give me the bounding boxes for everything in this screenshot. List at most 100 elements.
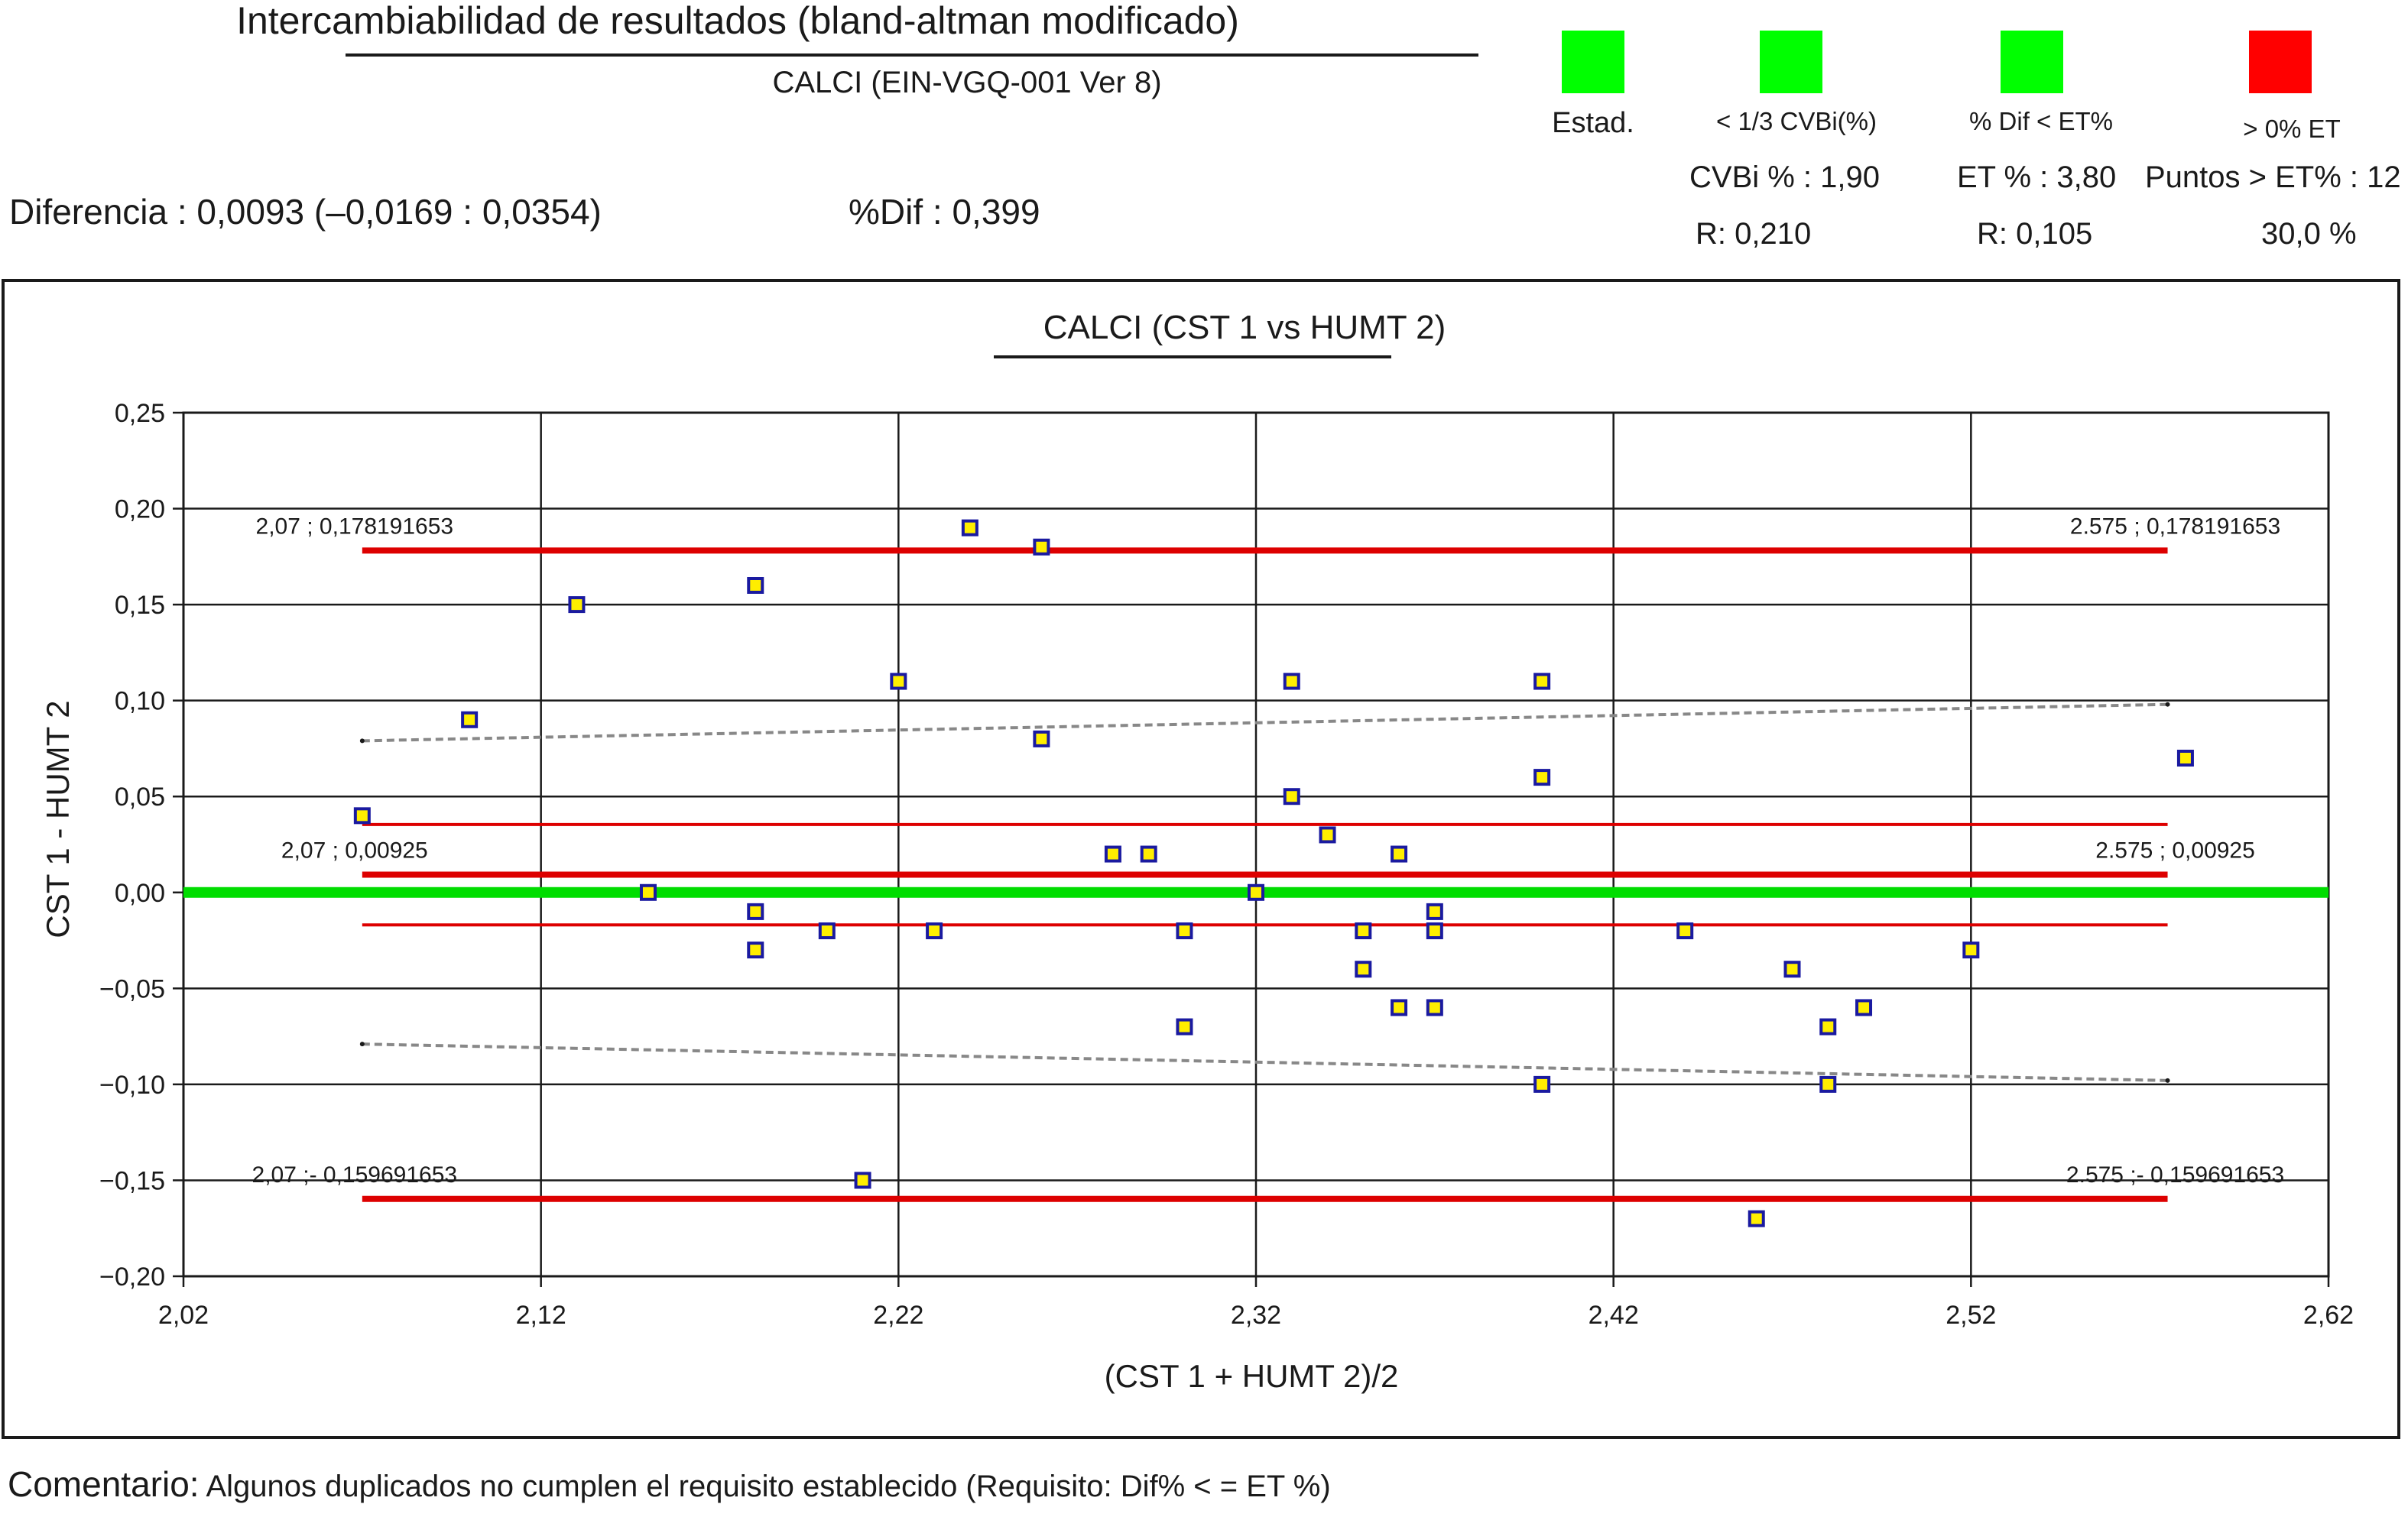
comment: Comentario: Algunos duplicados no cumple…: [8, 1464, 1331, 1505]
data-point: [1355, 961, 1372, 978]
data-point: [1283, 788, 1300, 806]
data-point: [1248, 883, 1264, 901]
indicator-estad-label: Estad.: [1552, 107, 1634, 139]
data-points: [353, 519, 2194, 1227]
y-tick-label: −0,10: [99, 1071, 165, 1100]
puntos-value: Puntos > ET% : 12: [2145, 160, 2401, 194]
data-point: [1533, 673, 1551, 690]
data-point: [1783, 961, 1801, 978]
data-point: [1319, 826, 1336, 844]
data-point: [1426, 903, 1443, 920]
y-tick-label: 0,05: [115, 783, 165, 812]
pct-dif-text: %Dif : 0,399: [849, 192, 1040, 232]
y-tick-label: 0,00: [115, 879, 165, 908]
x-tick-label: 2,12: [516, 1301, 566, 1330]
upper-limit-label-right: 2.575 ; 0,178191653: [2070, 514, 2280, 539]
x-tick-label: 2,42: [1589, 1301, 1639, 1330]
y-tick-label: −0,15: [99, 1166, 165, 1195]
indicator-estad-square: [1562, 31, 1624, 93]
data-point: [1355, 922, 1372, 939]
trend-upper-line-start-dot: [359, 738, 365, 744]
x-tick-label: 2,02: [158, 1301, 209, 1330]
data-point: [818, 922, 836, 939]
diferencia-text: Diferencia : 0,0093 (–0,0169 : 0,0354): [9, 192, 602, 232]
et-value: ET % : 3,80: [1957, 160, 2117, 194]
data-point: [1426, 922, 1443, 939]
cvbi-value: CVBi % : 1,90: [1689, 160, 1881, 194]
x-tick-label: 2,32: [1231, 1301, 1281, 1330]
data-point: [1676, 922, 1694, 939]
data-point: [854, 1172, 871, 1189]
data-point: [926, 922, 943, 939]
tick-labels: 2,02 2,12 2,22 2,32 2,42 2,52 2,62 0,25 0,20 0,15…: [99, 399, 2354, 1330]
indicator-dif-et-label: % Dif < ET%: [1969, 107, 2113, 135]
upper-limit-label-left: 2,07 ; 0,178191653: [256, 514, 454, 539]
y-tick-label: −0,05: [99, 974, 165, 1003]
trend-upper-line: [362, 702, 2168, 743]
y-tick-label: 0,10: [115, 687, 165, 716]
mean-label-left: 2,07 ; 0,00925: [281, 838, 428, 864]
data-point: [461, 711, 479, 728]
lower-limit-label-right: 2.575 ;- 0,159691653: [2066, 1162, 2284, 1188]
data-point: [1533, 769, 1551, 786]
y-tick-label: 0,20: [115, 495, 165, 524]
r2-value: R: 0,105: [1977, 217, 2093, 251]
indicator-dif-et-square: [2001, 31, 2063, 93]
r1-value: R: 0,210: [1696, 217, 1812, 251]
data-point: [1104, 845, 1121, 863]
lower-limit-label-left: 2,07 ;- 0,159691653: [252, 1162, 458, 1188]
data-point: [1391, 999, 1408, 1016]
y-tick-label: 0,25: [115, 399, 165, 428]
report-subtitle: CALCI (EIN-VGQ-001 Ver 8): [772, 66, 1162, 99]
data-point: [1748, 1210, 1765, 1227]
data-point: [1176, 922, 1193, 939]
trend-lower-line-start-dot: [359, 1042, 365, 1047]
indicator-over-et-label: > 0% ET: [2243, 115, 2341, 143]
chart-frame: [2, 279, 2400, 1439]
data-point: [1391, 845, 1408, 863]
trend-lower-line-end-dot: [2165, 1078, 2170, 1083]
y-axis-label: CST 1 - HUMT 2: [40, 700, 76, 938]
data-point: [1962, 942, 1980, 959]
data-point: [353, 807, 371, 825]
mean-label-right: 2.575 ; 0,00925: [2095, 838, 2255, 864]
x-tick-label: 2,62: [2303, 1301, 2354, 1330]
data-point: [890, 673, 907, 690]
indicator-over-et-square: [2249, 31, 2312, 93]
data-point: [1855, 999, 1873, 1016]
data-point: [568, 596, 586, 614]
title-underline: [346, 53, 1478, 57]
data-point: [639, 883, 657, 901]
data-point: [1176, 1018, 1193, 1036]
data-point: [1819, 1018, 1837, 1036]
y-tick-label: −0,20: [99, 1263, 165, 1292]
data-point: [1819, 1075, 1837, 1093]
data-point: [747, 577, 764, 594]
data-point: [1033, 538, 1050, 556]
indicator-cvbi-square: [1760, 31, 1822, 93]
y-tick-label: 0,15: [115, 591, 165, 620]
data-point: [1426, 999, 1443, 1016]
data-point: [747, 903, 764, 920]
report-title: Intercambiabilidad de resultados (bland-…: [236, 0, 1239, 42]
data-point: [747, 942, 764, 959]
comment-lead: Comentario:: [8, 1464, 200, 1504]
x-tick-label: 2,22: [873, 1301, 923, 1330]
comment-text: Algunos duplicados no cumplen el requisi…: [199, 1470, 1331, 1503]
chart-title-underline: [994, 355, 1391, 358]
x-axis-label: (CST 1 + HUMT 2)/2: [1105, 1358, 1399, 1394]
grid-layer: [173, 411, 2330, 1287]
data-point: [961, 519, 978, 536]
trend-lower-line: [362, 1042, 2168, 1082]
data-point: [1533, 1075, 1551, 1093]
data-point: [1033, 730, 1050, 747]
data-point: [2176, 750, 2194, 767]
line-labels: 2,07 ; 0,178191653 2.575 ; 0,178191653 2,0…: [252, 514, 2285, 1187]
x-tick-label: 2,52: [1946, 1301, 1996, 1330]
indicator-cvbi-label: < 1/3 CVBi(%): [1716, 107, 1877, 135]
chart-title: CALCI (CST 1 vs HUMT 2): [1043, 309, 1446, 346]
data-point: [1140, 845, 1157, 863]
trend-upper-line-end-dot: [2165, 702, 2170, 707]
data-point: [1283, 673, 1300, 690]
